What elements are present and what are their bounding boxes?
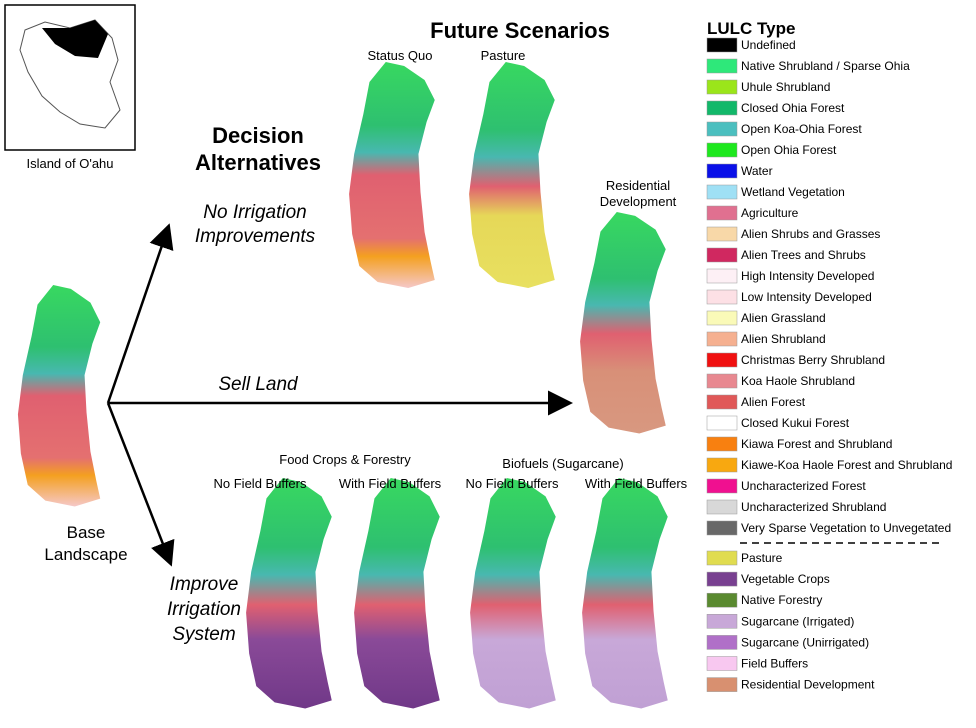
map-label: No Field Buffers [214,476,307,491]
legend-swatch [707,122,737,136]
legend-label: Very Sparse Vegetation to Unvegetated [741,521,951,535]
legend-swatch [707,206,737,220]
legend-title: LULC Type [707,19,795,38]
legend-swatch [707,374,737,388]
legend-label: Undefined [741,38,796,52]
legend-label: Pasture [741,551,783,565]
legend-swatch [707,521,737,535]
inset-caption: Island of O'ahu [26,156,113,171]
inset: Island of O'ahu [5,5,135,171]
legend-label: Water [741,164,773,178]
figure: Island of O'ahu Future Scenarios Decisio… [0,0,976,728]
map-label: Biofuels (Sugarcane) [502,456,623,471]
legend-label: Uhule Shrubland [741,80,830,94]
legend-swatch [707,395,737,409]
legend-label: Native Forestry [741,593,822,607]
legend-swatch [707,59,737,73]
arrow-label: Irrigation [167,599,241,620]
decision-title: Alternatives [195,150,321,175]
legend-label: High Intensity Developed [741,269,874,283]
legend-swatch [707,353,737,367]
map-label: Residential [606,178,670,193]
legend-swatch [707,164,737,178]
legend-label: Alien Grassland [741,311,826,325]
legend-swatch [707,593,737,607]
arrow-label: No Irrigation [203,202,307,223]
legend-swatch [707,101,737,115]
arrow-label: System [172,624,235,645]
map-label: With Field Buffers [339,476,442,491]
legend-label: Sugarcane (Unirrigated) [741,635,869,649]
legend-swatch [707,185,737,199]
legend-label: Alien Trees and Shrubs [741,248,866,262]
legend-label: Field Buffers [741,657,808,671]
map-label: Status Quo [367,48,432,63]
legend-label: Residential Development [741,678,875,692]
legend-swatch [707,572,737,586]
legend-label: Kiawa Forest and Shrubland [741,437,892,451]
legend-label: Uncharacterized Shrubland [741,500,886,514]
legend-swatch [707,551,737,565]
legend-swatch [707,227,737,241]
legend-label: Vegetable Crops [741,572,830,586]
legend-label: Open Ohia Forest [741,143,837,157]
legend-label: Alien Shrubs and Grasses [741,227,880,241]
map-label: Development [600,194,677,209]
legend-swatch [707,143,737,157]
base-label: Base [67,523,106,542]
legend-swatch [707,332,737,346]
legend-label: Christmas Berry Shrubland [741,353,885,367]
arrow-label: Improvements [195,226,316,247]
legend-label: Open Koa-Ohia Forest [741,122,862,136]
legend-label: Closed Kukui Forest [741,416,850,430]
legend-swatch [707,290,737,304]
map-label: With Field Buffers [585,476,688,491]
legend-label: Wetland Vegetation [741,185,845,199]
decision-title: Decision [212,123,304,148]
legend-swatch [707,311,737,325]
legend-label: Alien Forest [741,395,806,409]
legend-swatch [707,678,737,692]
legend-label: Native Shrubland / Sparse Ohia [741,59,910,73]
legend-label: Agriculture [741,206,799,220]
legend-label: Alien Shrubland [741,332,826,346]
map-label: Pasture [481,48,526,63]
legend-swatch [707,80,737,94]
map-label: Food Crops & Forestry [279,452,411,467]
base-label: Landscape [44,545,127,564]
legend-swatch [707,614,737,628]
legend-swatch [707,416,737,430]
legend-label: Koa Haole Shrubland [741,374,855,388]
legend-swatch [707,269,737,283]
legend: LULC Type Undefined Native Shrubland / Sp… [707,19,952,692]
legend-swatch [707,657,737,671]
legend-label: Kiawe-Koa Haole Forest and Shrubland [741,458,952,472]
legend-label: Closed Ohia Forest [741,101,845,115]
legend-label: Sugarcane (Irrigated) [741,614,854,628]
legend-swatch [707,458,737,472]
legend-label: Uncharacterized Forest [741,479,866,493]
future-title: Future Scenarios [430,18,610,43]
legend-swatch [707,500,737,514]
arrow-label: Sell Land [218,374,299,395]
arrow-label: Improve [170,574,239,595]
legend-swatch [707,479,737,493]
legend-swatch [707,248,737,262]
legend-swatch [707,437,737,451]
legend-swatch [707,38,737,52]
legend-label: Low Intensity Developed [741,290,872,304]
legend-swatch [707,635,737,649]
map-label: No Field Buffers [466,476,559,491]
